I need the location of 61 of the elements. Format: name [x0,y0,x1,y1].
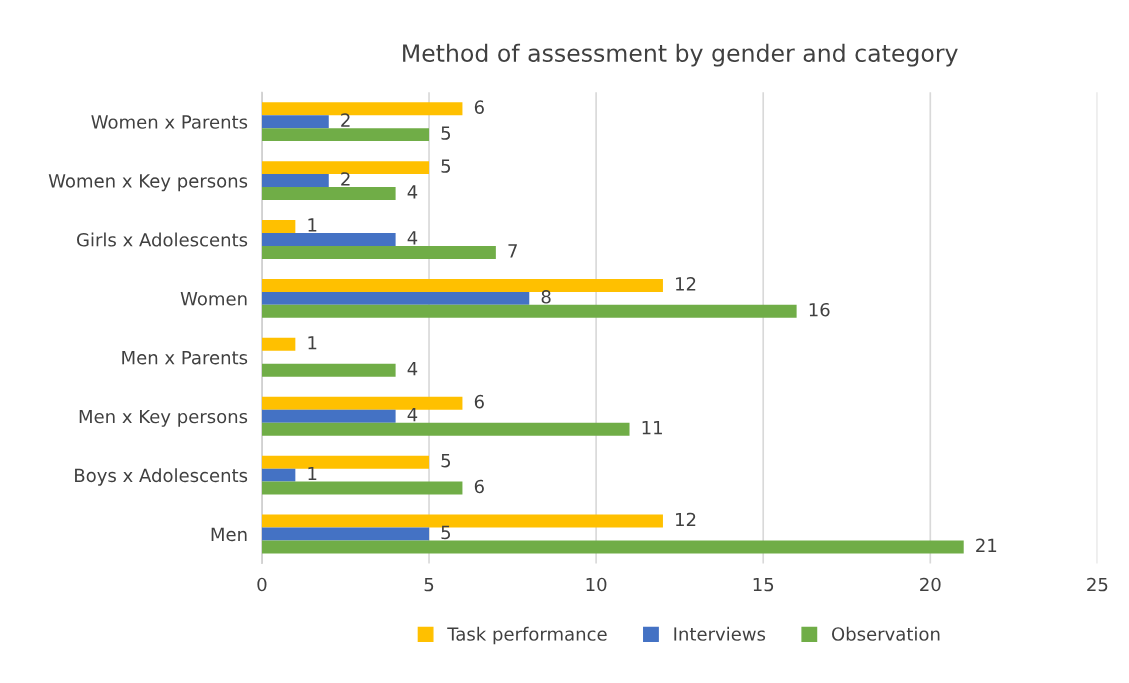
data-label: 4 [407,185,418,199]
data-label: 2 [341,172,350,186]
data-label: 4 [407,231,418,245]
data-label: 12 [676,512,696,527]
data-label: 1 [308,466,317,481]
y-tick-label: Girls x Adolescents [77,232,248,247]
data-label: 8 [541,289,551,304]
legend-label: Task performance [447,626,607,645]
data-label: 21 [976,538,997,552]
data-label: 4 [407,408,418,422]
data-label: 1 [308,218,317,232]
y-tick-label: Men x Key persons [79,409,248,427]
bar [261,422,630,436]
x-tick-label: 15 [753,577,774,592]
bar [261,337,296,351]
y-tick-label: Boys x Adolescents [75,468,248,486]
y-tick-label: Men [211,527,247,542]
bar [261,409,396,423]
bar [261,304,797,318]
y-tick-label: Women [180,292,247,306]
bar [261,396,463,410]
data-label: 5 [441,453,451,468]
bar [261,174,329,188]
x-tick-label: 25 [1087,577,1108,592]
bar [261,128,430,142]
bar [261,455,430,469]
data-label: 11 [642,420,662,435]
x-tick-label: 5 [424,577,434,592]
chart-title: Method of assessment by gender and category [403,43,958,67]
x-tick-label: 20 [920,577,941,592]
data-label: 5 [441,525,451,540]
bar [261,527,430,541]
y-tick-label: Men x Parents [122,350,248,365]
bar [261,540,964,554]
bar [261,187,396,201]
data-label: 6 [474,479,484,494]
bar [261,220,296,233]
data-label: 16 [809,302,830,317]
data-label: 5 [441,159,451,173]
data-label: 6 [474,100,484,114]
bar [261,481,463,495]
data-label: 1 [308,336,317,350]
data-label: 12 [676,277,696,291]
data-label: 5 [441,126,451,140]
data-label: 6 [474,394,484,409]
legend-label: Observation [832,626,940,641]
data-label: 4 [407,362,418,376]
bar [261,363,396,377]
bar [261,233,396,246]
bar [261,468,296,482]
data-label: 7 [508,244,517,258]
x-tick-label: 10 [586,577,607,592]
bar [261,245,496,259]
legend-label: Interviews [674,626,766,641]
y-tick-label: Women x Key persons [48,174,248,192]
bar [261,278,663,292]
bar [261,291,530,305]
bar [261,115,329,129]
y-tick-label: Women x Parents [91,115,248,129]
data-label: 2 [341,113,350,127]
x-tick-label: 0 [257,577,267,592]
